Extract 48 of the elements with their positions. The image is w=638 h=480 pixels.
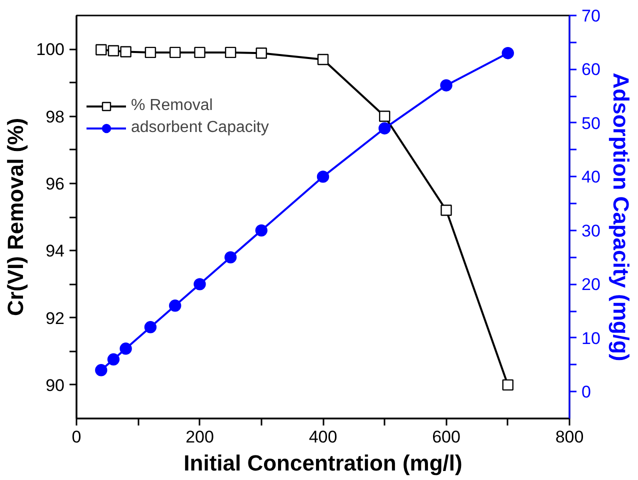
x-tick-label: 800 — [555, 428, 584, 446]
legend-label: % Removal — [131, 97, 213, 115]
point — [194, 46, 206, 58]
point — [255, 224, 268, 237]
y-tick-label: 100 — [36, 40, 65, 60]
point — [502, 379, 514, 391]
point — [316, 170, 330, 183]
point — [224, 46, 236, 58]
y-tick-label: 96 — [46, 174, 65, 194]
point — [96, 44, 107, 56]
y-tick-label: 94 — [46, 242, 65, 261]
point — [379, 110, 390, 122]
point — [95, 364, 108, 376]
y2-axis-title: Adsorption Capacity (mg/g) — [608, 72, 634, 362]
point — [502, 47, 514, 60]
y-tick-label: 92 — [46, 308, 65, 328]
y2-tick-label: 70 — [582, 6, 600, 26]
y2-tick-label: 40 — [582, 168, 600, 187]
y2-tick-label: 10 — [582, 328, 600, 348]
x-tick-label: 200 — [186, 428, 214, 446]
y-tick-label: 90 — [46, 376, 65, 395]
x-tick-label: 0 — [72, 428, 82, 446]
point — [194, 278, 206, 290]
point — [170, 46, 181, 58]
legend-label: adsorbent Capacity — [131, 119, 269, 137]
y2-tick-label: 30 — [582, 221, 600, 240]
y-tick-label: 98 — [46, 107, 65, 126]
point — [120, 46, 132, 58]
point — [440, 79, 452, 92]
y2-tick-label: 50 — [582, 114, 600, 133]
y2-tick-label: 0 — [582, 382, 591, 402]
point — [120, 342, 132, 355]
point — [440, 204, 452, 216]
point — [169, 300, 182, 312]
point — [107, 353, 120, 366]
y2-tick-label: 20 — [582, 275, 600, 294]
point — [108, 45, 120, 56]
point — [317, 54, 329, 66]
point — [256, 48, 267, 59]
point — [144, 321, 157, 334]
point — [378, 122, 391, 134]
y-axis-title: Cr(VI) Removal (%) — [3, 118, 28, 316]
x-tick-label: 600 — [432, 428, 460, 446]
y2-tick-label: 60 — [582, 60, 600, 80]
x-tick-label: 400 — [308, 428, 338, 446]
point — [144, 46, 156, 58]
x-axis-title: Initial Concentration (mg/l) — [184, 450, 462, 476]
point — [224, 251, 237, 264]
